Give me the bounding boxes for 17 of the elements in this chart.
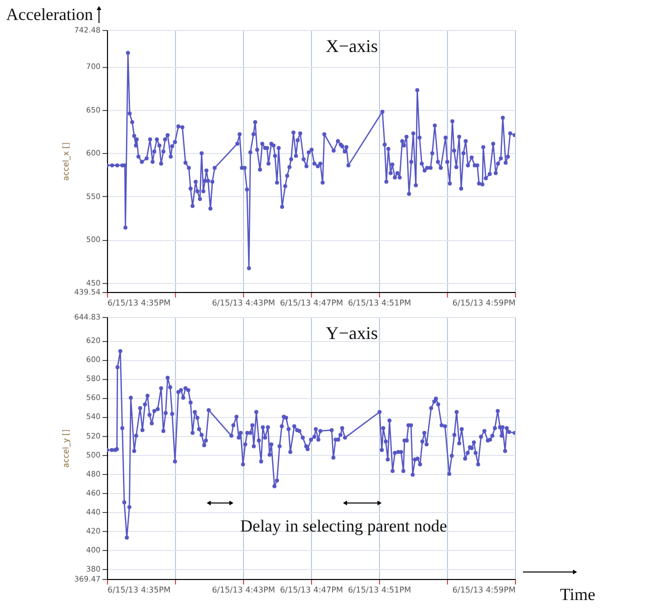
text: Time <box>560 585 596 604</box>
x-tick-label: 6/15/13 4:47PM <box>280 586 344 594</box>
x-tick-label: 6/15/13 4:43PM <box>212 586 276 594</box>
x-tick-label: 6/15/13 4:59PM <box>452 586 516 594</box>
x-tick-label: 6/15/13 4:47PM <box>280 298 344 308</box>
x-tick-label: 6/15/13 4:35PM <box>108 586 171 594</box>
y-axis-title: accel_x [] <box>61 142 70 181</box>
x-tick-label: 6/15/13 4:43PM <box>212 298 276 308</box>
x-tick-label: 6/15/13 4:59PM <box>452 298 516 308</box>
x-tick-label: 6/15/13 4:35PM <box>108 298 171 308</box>
x-tick-label: 6/15/13 4:51PM <box>348 586 412 594</box>
y-axis-title: accel_y [] <box>61 429 70 468</box>
annotation: Delay in selecting parent node <box>240 516 448 536</box>
text: Acceleration <box>6 5 94 24</box>
x-tick-label: 6/15/13 4:51PM <box>348 298 412 308</box>
chart-title: X−axis <box>326 36 378 56</box>
chart-title: Y−axis <box>326 323 378 343</box>
